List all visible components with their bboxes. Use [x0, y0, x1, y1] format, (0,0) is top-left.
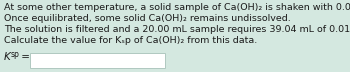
Text: =: = [18, 52, 30, 62]
Text: sp: sp [10, 50, 19, 59]
Text: The solution is filtered and a 20.00 mL sample requires 39.04 mL of 0.0100 M HCl: The solution is filtered and a 20.00 mL … [4, 25, 350, 34]
FancyBboxPatch shape [30, 53, 165, 68]
Text: Calculate the value for Kₛp of Ca(OH)₂ from this data.: Calculate the value for Kₛp of Ca(OH)₂ f… [4, 36, 257, 45]
Text: K: K [4, 52, 11, 62]
Text: Once equilibrated, some solid Ca(OH)₂ remains undissolved.: Once equilibrated, some solid Ca(OH)₂ re… [4, 14, 291, 23]
Text: At some other temperature, a solid sample of Ca(OH)₂ is shaken with 0.0100 M CaC: At some other temperature, a solid sampl… [4, 3, 350, 12]
